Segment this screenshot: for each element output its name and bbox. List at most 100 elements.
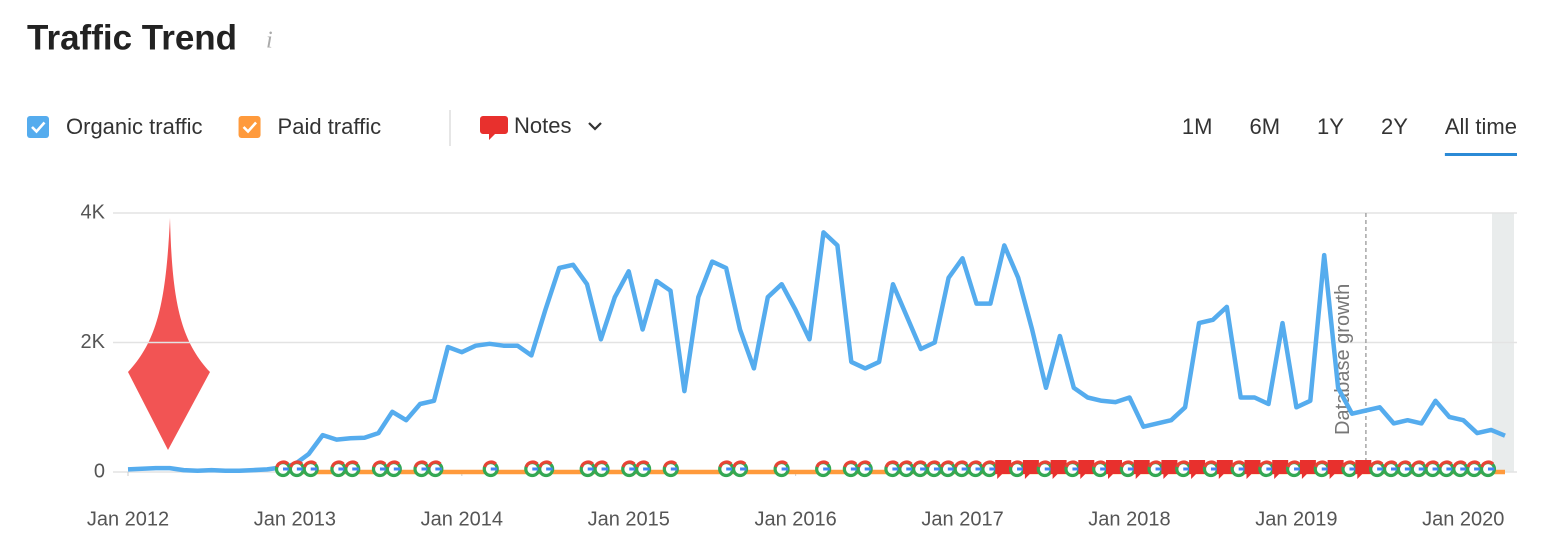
marker-arc: [1286, 460, 1301, 468]
y-tick-label: 4K: [81, 201, 106, 223]
marker-arc: [330, 460, 345, 468]
marker-arc: [898, 460, 913, 468]
checkmark: [242, 121, 258, 134]
marker-arc: [427, 460, 442, 468]
google-update-marker: [371, 460, 389, 478]
google-update-marker: [1424, 460, 1441, 478]
google-update-marker: [1438, 460, 1455, 478]
marker-arc: [718, 460, 733, 468]
google-update-marker: [925, 460, 943, 478]
note-marker: [1106, 460, 1122, 479]
marker-arc: [1092, 460, 1107, 468]
legend-label[interactable]: Organic traffic: [66, 114, 203, 139]
google-update-marker: [773, 460, 790, 478]
x-tick-label: Jan 2016: [754, 508, 836, 530]
google-update-marker: [482, 460, 499, 478]
marker-arc: [275, 460, 290, 468]
notes-label[interactable]: Notes: [514, 113, 571, 138]
marker-arc: [1064, 460, 1079, 468]
range-button[interactable]: 2Y: [1381, 114, 1408, 139]
google-update-marker: [815, 460, 832, 478]
google-update-marker: [842, 460, 859, 478]
x-tick-label: Jan 2013: [254, 508, 336, 530]
google-update-marker: [1382, 460, 1400, 478]
checkbox[interactable]: [238, 116, 261, 138]
note-marker: [1022, 460, 1039, 479]
marker-arc: [1424, 460, 1439, 468]
marker-arc: [1438, 460, 1453, 468]
marker-arc: [344, 460, 359, 468]
note-marker: [1216, 460, 1233, 479]
google-update-marker: [731, 460, 749, 478]
marker-arc: [1452, 460, 1467, 468]
range-button[interactable]: 1M: [1182, 114, 1213, 139]
google-update-marker: [939, 460, 956, 478]
google-update-marker: [1452, 460, 1469, 478]
arrow-annotation: [128, 218, 210, 450]
note-marker: [1244, 460, 1261, 479]
google-update-marker: [953, 460, 970, 478]
google-update-marker: [967, 460, 984, 478]
range-button[interactable]: 6M: [1249, 114, 1280, 139]
note-marker: [1078, 460, 1095, 479]
google-update-marker: [981, 460, 998, 478]
marker-arc: [1175, 460, 1190, 468]
google-update-marker: [1285, 460, 1303, 478]
google-update-marker: [621, 460, 638, 478]
range-button[interactable]: All time: [1445, 114, 1517, 139]
info-icon: i: [266, 28, 273, 54]
marker-arc: [1341, 460, 1356, 468]
legend-item[interactable]: Paid traffic: [238, 114, 382, 139]
marker-arc: [621, 460, 636, 468]
marker-arc: [815, 460, 830, 468]
marker-arc: [1480, 460, 1495, 468]
notes-icon: [480, 116, 508, 140]
google-update-marker: [911, 460, 929, 478]
note-marker: [1133, 460, 1150, 479]
google-update-marker: [1369, 460, 1386, 478]
marker-arc: [1411, 460, 1425, 468]
google-update-marker: [1008, 460, 1026, 478]
marker-arc: [1466, 460, 1481, 468]
marker-arc: [538, 460, 553, 468]
legend-label[interactable]: Paid traffic: [278, 114, 382, 139]
google-update-marker: [1410, 460, 1427, 478]
range-button[interactable]: 1Y: [1317, 114, 1344, 139]
legend-item[interactable]: Organic traffic: [27, 114, 203, 139]
marker-arc: [1037, 460, 1051, 468]
checkbox[interactable]: [27, 116, 49, 138]
marker-arc: [954, 460, 968, 468]
note-marker: [1355, 460, 1372, 479]
google-update-marker: [302, 460, 319, 478]
marker-arc: [926, 460, 941, 468]
chevron: [588, 122, 602, 131]
google-update-marker: [856, 460, 873, 478]
marker-arc: [843, 460, 858, 468]
annotation-label: Database growth: [1332, 284, 1354, 435]
google-update-marker: [1064, 460, 1081, 478]
marker-arc: [386, 460, 400, 468]
marker-arc: [981, 460, 996, 468]
x-tick-label: Jan 2012: [87, 508, 169, 530]
google-update-marker: [344, 460, 361, 478]
marker-arc: [289, 460, 304, 468]
note-marker: [1327, 460, 1344, 479]
marker-arc: [593, 460, 608, 468]
marker-arc: [635, 460, 650, 468]
google-update-marker: [1396, 460, 1413, 478]
google-update-marker: [898, 460, 915, 478]
marker-arc: [940, 460, 954, 468]
marker-arc: [967, 460, 982, 468]
note-marker: [1189, 460, 1206, 479]
google-update-marker: [1175, 460, 1192, 478]
marker-arc: [732, 460, 747, 468]
google-update-marker: [427, 460, 444, 478]
notes-dropdown[interactable]: Notes: [480, 113, 602, 140]
x-tick-label: Jan 2018: [1088, 508, 1170, 530]
google-update-marker: [1465, 460, 1483, 478]
marker-arc: [580, 460, 594, 468]
marker-arc: [1120, 460, 1135, 468]
google-update-marker: [1341, 460, 1358, 478]
